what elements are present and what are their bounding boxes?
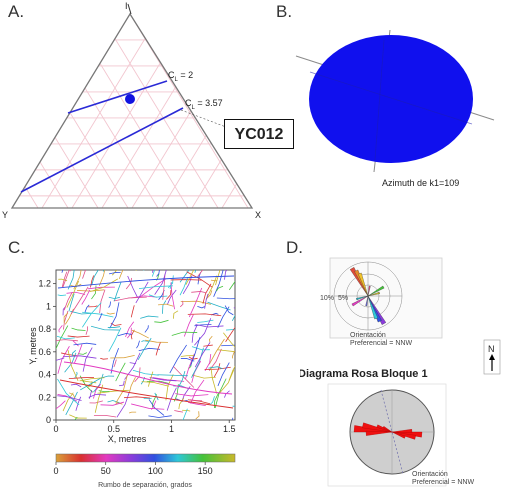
vertex-x-label: X <box>255 210 261 220</box>
y-tick-label: 0 <box>46 415 51 425</box>
north-label: N <box>488 344 495 354</box>
y-tick-label: 1.2 <box>38 279 51 289</box>
panel-b-label: B. <box>276 2 293 21</box>
y-axis-label: Y, metres <box>28 327 38 365</box>
x-tick-label: 0 <box>53 424 58 434</box>
rose1-caption-1: Orientación <box>350 332 386 339</box>
colorbar <box>55 453 236 463</box>
k1-ellipse <box>309 35 473 163</box>
y-tick-label: 0.8 <box>38 324 51 334</box>
azimuth-caption: Azimuth de k1=109 <box>382 178 459 188</box>
x-axis-ticks: 0 0.5 1 1.5 <box>53 420 235 434</box>
x-axis-label: X, metres <box>108 434 147 444</box>
colorbar-label: Rumbo de separación, grados <box>98 482 192 489</box>
y-tick-label: 0.6 <box>38 347 51 357</box>
cl-line-357 <box>20 107 184 193</box>
cl-label-2: CL = 2 <box>168 70 193 83</box>
colorbar-tick-label: 0 <box>53 466 58 476</box>
panel-c-label: C. <box>8 238 25 257</box>
x-tick-label: 0.5 <box>107 424 120 434</box>
vertex-i-label: I <box>125 1 128 11</box>
colorbar-ticks: 0 50 100 150 <box>53 462 213 476</box>
ternary-grid <box>12 14 252 208</box>
y-axis-ticks: 0 0.2 0.4 0.6 0.8 1 1.2 <box>38 279 56 425</box>
panel-d-label: D. <box>286 238 303 257</box>
sample-id-box: YC012 <box>224 119 294 149</box>
rose1-caption-2: Preferencial = NNW <box>350 340 412 347</box>
rose2-caption-1: Orientación <box>412 471 448 478</box>
fracture-map: 0 0.5 1 1.5 0 0.2 0.4 0.6 0.8 1 1.2 X, metres Y, … <box>28 269 236 489</box>
y-tick-label: 0.4 <box>38 370 51 380</box>
panel-a-label: A. <box>8 2 25 21</box>
colorbar-tick-label: 100 <box>148 466 163 476</box>
rose1-ring-5: 5% <box>338 295 348 302</box>
x-tick-label: 1.5 <box>223 424 236 434</box>
fracture-traces <box>56 270 235 420</box>
vertex-y-label: Y <box>2 210 8 220</box>
ternary-frame <box>10 12 254 209</box>
rose2-petals <box>353 422 423 440</box>
y-tick-label: 0.2 <box>38 392 51 402</box>
ams-ellipse-plot: Azimuth de k1=109 <box>295 29 495 188</box>
rose1-petals <box>349 267 387 325</box>
sample-point <box>125 94 135 104</box>
cl-label-357: CL = 3.57 <box>185 98 223 111</box>
rose2-caption-2: Preferencial = NNW <box>412 479 474 486</box>
rose-diagrams: 10% 5% Orientación Preferencial = NNW N … <box>300 257 501 487</box>
rose-title: Diagrama Rosa Bloque 1 <box>300 368 428 380</box>
ternary-plot: I Y X CL = 2 CL = 3.57 <box>2 1 261 220</box>
x-tick-label: 1 <box>169 424 174 434</box>
colorbar-tick-label: 50 <box>101 466 111 476</box>
y-tick-label: 1 <box>46 301 51 311</box>
colorbar-tick-label: 150 <box>198 466 213 476</box>
cl-line-2 <box>67 80 168 114</box>
rose1-ring-10: 10% <box>320 295 334 302</box>
